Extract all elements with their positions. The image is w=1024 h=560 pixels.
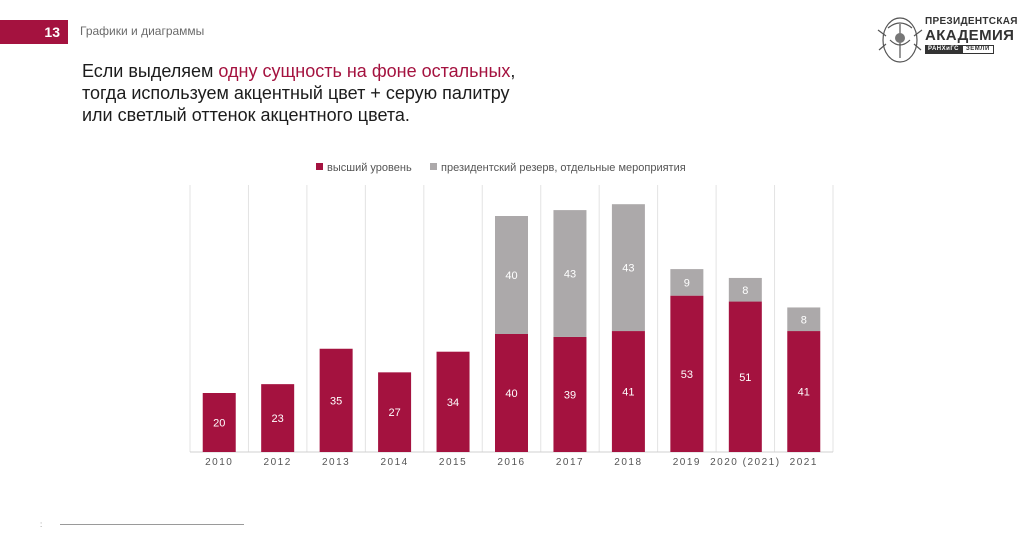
bar-label-top-level: 40: [505, 388, 517, 400]
x-tick-label: 2013: [322, 457, 350, 468]
headline-suffix: ,: [510, 61, 516, 81]
headline-line3: или светлый оттенок акцентного цвета.: [82, 105, 410, 125]
bar-label-reserve: 43: [564, 269, 576, 281]
bar-segment-top-level: [553, 336, 587, 452]
x-tick-label: 2014: [380, 457, 408, 468]
bar-label-top-level: 51: [739, 372, 751, 384]
bar-label-top-level: 53: [681, 369, 693, 381]
bar-segment-reserve: [670, 269, 704, 296]
x-tick-label: 2015: [439, 457, 467, 468]
x-tick-label: 2016: [497, 457, 525, 468]
bar-segment-top-level: [495, 334, 528, 452]
legend-label: президентский резерв, отдельные мероприя…: [441, 162, 686, 174]
x-tick-label: 2020 (2021): [710, 457, 780, 468]
bar-segment-top-level: [378, 372, 412, 452]
headline: Если выделяем одну сущность на фоне оста…: [82, 60, 515, 126]
footer-mark: :: [40, 520, 43, 529]
bar-segment-top-level: [787, 331, 821, 452]
x-tick-label: 2018: [614, 457, 642, 468]
bar-label-reserve: 43: [622, 263, 634, 275]
footer-rule: [60, 524, 244, 525]
bar-segment-top-level: [728, 301, 762, 452]
logo-tag-dark: РАНХиГС: [925, 45, 962, 54]
bar-label-top-level: 39: [564, 389, 576, 401]
bar-label-reserve: 8: [801, 314, 807, 326]
headline-accent: одну сущность на фоне остальных: [218, 61, 511, 81]
headline-line2: тогда используем акцентный цвет + серую …: [82, 83, 510, 103]
slide-number: 13: [0, 20, 68, 44]
bar-segment-top-level: [436, 351, 470, 452]
bar-segment-top-level: [261, 384, 295, 452]
section-title: Графики и диаграммы: [80, 24, 205, 38]
bar-segment-reserve: [553, 210, 587, 337]
logo-title-top: ПРЕЗИДЕНТСКАЯ: [925, 16, 1018, 27]
bar-label-top-level: 27: [388, 407, 400, 419]
x-tick-label: 2010: [205, 457, 233, 468]
stacked-bar-chart: 20 2010 23 2012 35 2013 27 2014 34 2015 40 40 2016 39…: [189, 162, 834, 468]
bar-label-reserve: 8: [742, 285, 748, 297]
x-tick-label: 2019: [673, 457, 701, 468]
bar-label-top-level: 41: [798, 387, 810, 399]
bar-segment-reserve: [611, 204, 645, 332]
bar-label-reserve: 40: [505, 270, 517, 282]
x-tick-label: 2017: [556, 457, 584, 468]
x-tick-label: 2021: [790, 457, 818, 468]
emblem-logo-icon: [877, 17, 923, 63]
logo-tag-light: ЗЕМЛИ: [962, 45, 994, 54]
bar-label-reserve: 9: [684, 277, 690, 289]
bar-label-top-level: 20: [213, 418, 225, 430]
legend-swatch: [430, 163, 437, 170]
bar-label-top-level: 23: [272, 413, 284, 425]
bar-segment-top-level: [319, 348, 353, 452]
bar-segment-reserve: [495, 216, 528, 334]
bar-label-top-level: 41: [622, 387, 634, 399]
bar-segment-top-level: [611, 331, 645, 452]
x-tick-label: 2012: [264, 457, 292, 468]
legend-swatch: [316, 163, 323, 170]
bar-label-top-level: 34: [447, 397, 459, 409]
bar-segment-top-level: [202, 393, 236, 452]
bar-label-top-level: 35: [330, 395, 342, 407]
bar-segment-top-level: [670, 295, 704, 452]
headline-prefix: Если выделяем: [82, 61, 219, 81]
bar-segment-reserve: [787, 307, 821, 332]
bar-segment-reserve: [728, 277, 762, 302]
logo-title-main: АКАДЕМИЯ: [925, 27, 1015, 44]
legend-label: высший уровень: [327, 162, 412, 174]
logo-tag: РАНХиГС ЗЕМЛИ: [925, 45, 994, 54]
